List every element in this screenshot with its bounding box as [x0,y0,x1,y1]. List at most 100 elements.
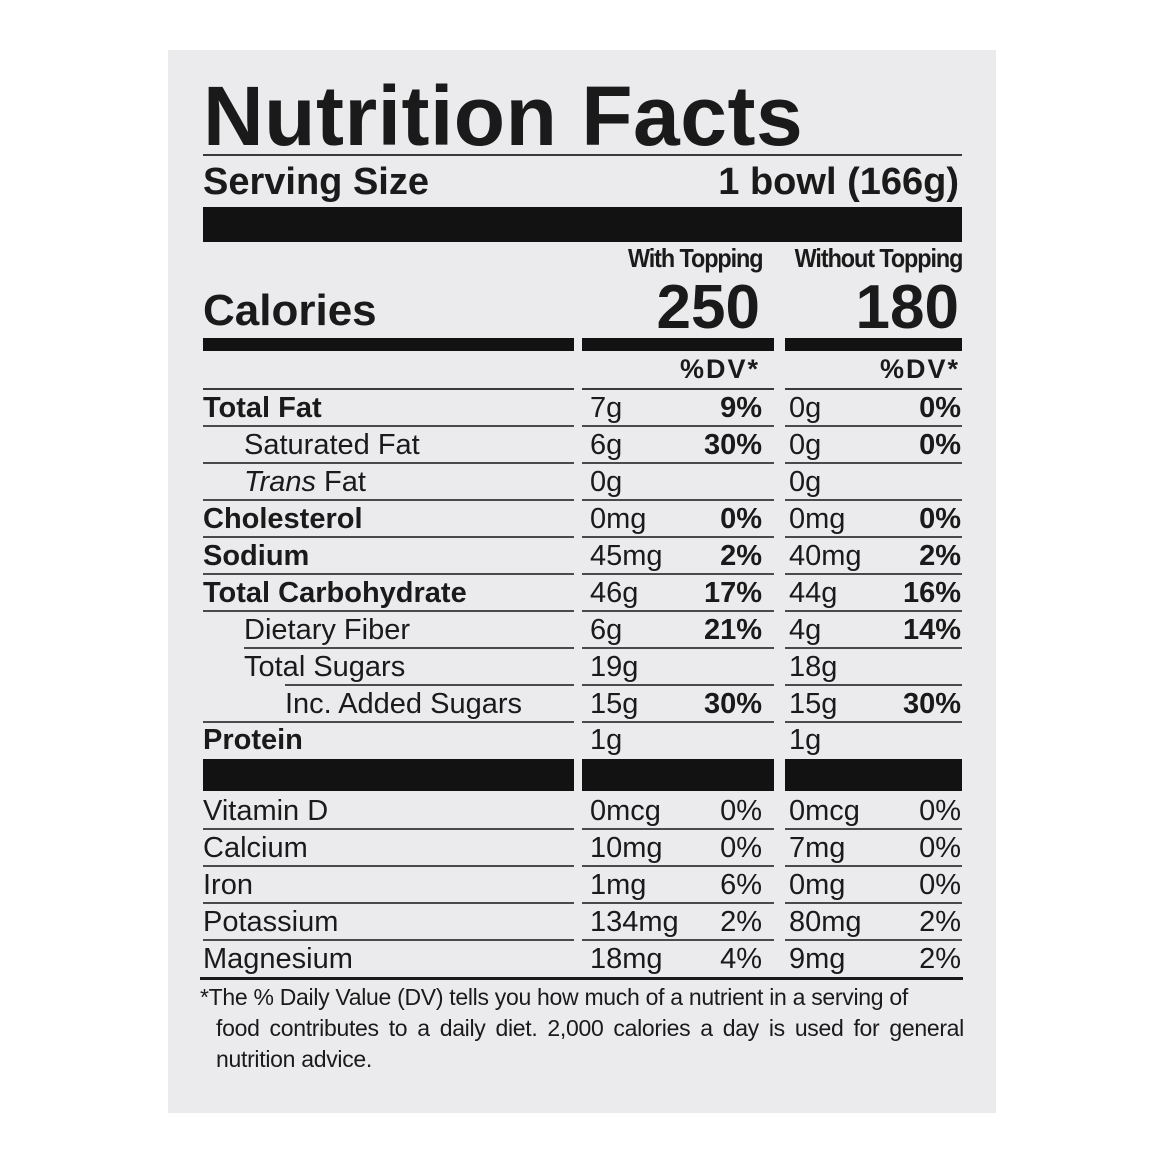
row-rule [582,462,774,464]
amount-without: 0g [789,429,822,461]
vitamin-row-potassium: Potassium 134mg 2% 80mg 2% [0,904,1163,941]
amount-without: 15g [789,688,838,720]
row-rule [203,721,574,723]
row-rule [203,865,574,867]
row-rule [582,865,774,867]
nutrient-name: Dietary Fiber [244,614,410,646]
row-rule [785,721,962,723]
trans-italic: Trans [244,466,316,498]
serving-thick-bar [203,207,962,242]
row-rule [203,499,574,501]
vitamin-name: Magnesium [203,943,353,975]
calories-bar-label [203,338,574,351]
row-rule [244,647,574,649]
amount-without: 0mcg [789,795,860,827]
amount-without: 9mg [789,943,846,975]
row-rule [582,828,774,830]
row-rule [785,647,962,649]
amount-with: 19g [590,651,639,683]
vitamin-row-magnesium: Magnesium 18mg 4% 9mg 2% [0,941,1163,978]
row-rule [785,462,962,464]
amount-with: 7g [590,392,623,424]
nutrient-row-cholesterol: Cholesterol 0mg 0% 0mg 0% [0,501,1163,538]
row-rule [785,939,962,941]
dv-with: 9% [720,392,762,424]
dv-with: 0% [720,832,762,864]
vitamin-name: Iron [203,869,253,901]
amount-without: 0mg [789,503,846,535]
row-rule [785,684,962,686]
amount-without: 7mg [789,832,846,864]
amount-with: 134mg [590,906,679,938]
dv-with: 30% [703,688,762,720]
row-rule [203,828,574,830]
row-rule [785,610,962,612]
dv-without: 0% [919,832,961,864]
amount-without: 40mg [789,540,862,572]
calories-bar-without [785,338,962,351]
vitamins-bar-without [785,759,962,791]
row-rule [582,721,774,723]
row-rule [203,425,574,427]
row-rule [785,573,962,575]
amount-without: 18g [789,651,838,683]
calories-with-topping: 250 [656,273,760,342]
nutrient-name: Cholesterol [203,503,363,535]
dv-without: 0% [919,429,961,461]
nutrient-row-trans-fat: Trans Fat 0g 0g [0,464,1163,501]
title-divider [203,154,962,156]
dv-without: 30% [902,688,961,720]
row-rule [785,828,962,830]
amount-with: 0mg [590,503,647,535]
vitamin-row-calcium: Calcium 10mg 0% 7mg 0% [0,830,1163,867]
nutrient-name: Sodium [203,540,310,572]
nutrient-name: Protein [203,724,303,756]
nutrient-name: Total Fat [203,392,322,424]
calories-without-topping: 180 [855,273,959,342]
amount-with: 15g [590,688,639,720]
row-rule [785,425,962,427]
serving-size-value: 1 bowl (166g) [718,161,959,203]
dv-without: 0% [919,503,961,535]
vitamins-bar-label [203,759,574,791]
row-rule [285,684,574,686]
amount-without: 80mg [789,906,862,938]
nutrient-row-sodium: Sodium 45mg 2% 40mg 2% [0,538,1163,575]
row-rule [203,536,574,538]
nutrient-name: Trans Fat [244,465,366,499]
amount-with: 18mg [590,943,663,975]
amount-with: 1mg [590,869,647,901]
trans-fat-suffix: Fat [315,466,366,498]
serving-size-label: Serving Size [203,161,429,203]
nutrient-name: Saturated Fat [244,429,420,461]
row-rule [582,902,774,904]
row-rule [582,573,774,575]
nutrient-name: Total Sugars [244,651,406,683]
dv-with: 30% [703,429,762,461]
dv-with: 21% [703,614,762,646]
daily-value-footnote: *The % Daily Value (DV) tells you how mu… [200,982,964,1075]
dv-with: 6% [720,869,762,901]
dv-without: 0% [919,869,961,901]
dv-without: 2% [919,540,961,572]
dv-divider-label [203,388,574,390]
row-rule [785,865,962,867]
dv-with: 4% [720,943,762,975]
column-header-without-topping: Without Topping [794,243,963,273]
nutrient-row-total-carbohydrate: Total Carbohydrate 46g 17% 44g 16% [0,575,1163,612]
dv-without: 14% [902,614,961,646]
footnote-continuation: food contributes to a daily diet. 2,000 … [216,1015,964,1072]
calories-label: Calories [203,286,377,335]
nutrient-name: Total Carbohydrate [203,577,467,609]
amount-without: 0mg [789,869,846,901]
dv-header-without: %DV* [879,354,960,384]
nutrient-row-protein: Protein 1g 1g [0,722,1163,759]
dv-without: 0% [919,392,961,424]
row-rule [582,536,774,538]
amount-without: 1g [789,724,822,756]
row-rule [785,902,962,904]
nutrient-name: Inc. Added Sugars [285,688,522,720]
vitamin-name: Potassium [203,906,339,938]
amount-with: 45mg [590,540,663,572]
row-rule [203,462,574,464]
